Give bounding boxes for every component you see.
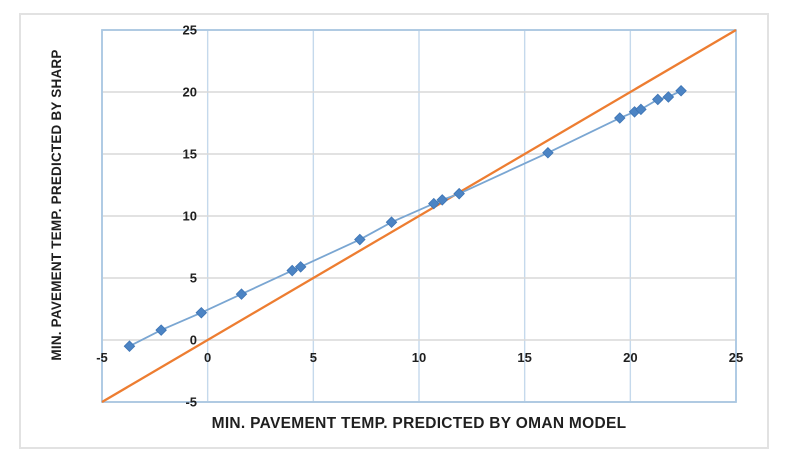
y-tick-label: 25 <box>183 23 197 38</box>
data-point-marker <box>428 197 440 210</box>
data-point-marker <box>652 93 664 106</box>
y-tick-label: 15 <box>183 147 197 162</box>
data-point-marker <box>155 324 167 336</box>
x-tick-label: 20 <box>623 350 637 365</box>
x-tick-label: 25 <box>729 350 743 365</box>
data-point-marker <box>195 306 208 319</box>
data-point-marker <box>635 103 647 116</box>
data-point-marker <box>675 84 687 97</box>
y-axis-title: MIN. PAVEMENT TEMP. PREDICTED BY SHARP <box>49 49 64 361</box>
x-tick-label: 5 <box>310 350 317 365</box>
x-tick-label: 10 <box>412 350 426 365</box>
data-point-marker <box>453 187 465 200</box>
data-point-marker <box>354 233 366 246</box>
series-line <box>129 89 682 348</box>
data-point-marker <box>385 216 398 228</box>
data-point-marker <box>436 194 449 206</box>
y-tick-label: 10 <box>183 209 197 224</box>
data-point-marker <box>235 288 248 300</box>
data-point-marker <box>286 264 298 277</box>
y-tick-label: -5 <box>185 395 197 410</box>
data-point-marker <box>294 261 307 273</box>
data-point-marker <box>123 340 136 352</box>
data-point-marker <box>614 112 626 124</box>
x-tick-label: 0 <box>204 350 211 365</box>
y-tick-label: 20 <box>183 85 197 100</box>
equality-line <box>101 29 737 403</box>
data-point-marker <box>542 146 554 159</box>
x-tick-label: -5 <box>96 350 108 365</box>
plot-area-border <box>101 29 737 403</box>
data-point-marker <box>662 91 675 103</box>
y-tick-label: 5 <box>190 271 197 286</box>
y-tick-label: 0 <box>190 333 197 348</box>
x-tick-label: 15 <box>517 350 531 365</box>
x-axis-title: MIN. PAVEMENT TEMP. PREDICTED BY OMAN MO… <box>211 415 627 432</box>
